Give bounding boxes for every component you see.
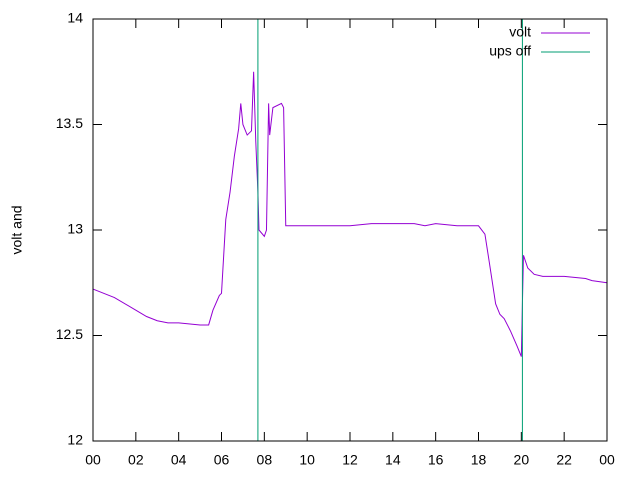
x-tick-label: 04 <box>171 452 187 468</box>
y-tick-label: 12.5 <box>56 326 83 342</box>
x-tick-label: 20 <box>514 452 530 468</box>
x-tick-label: 00 <box>599 452 615 468</box>
x-tick-label: 16 <box>428 452 444 468</box>
y-tick-label: 12 <box>67 432 83 448</box>
y-axis-label: volt and <box>9 205 25 254</box>
plot-border <box>92 18 608 442</box>
legend-label: ups off <box>489 43 531 59</box>
x-tick-label: 06 <box>214 452 230 468</box>
x-tick-label: 00 <box>85 452 101 468</box>
legend-label: volt <box>509 24 531 40</box>
y-tick-label: 13 <box>67 221 83 237</box>
x-tick-label: 02 <box>128 452 144 468</box>
x-tick-label: 10 <box>299 452 315 468</box>
series-line <box>92 71 608 357</box>
x-tick-label: 12 <box>342 452 358 468</box>
x-tick-label: 08 <box>257 452 273 468</box>
x-tick-label: 14 <box>385 452 401 468</box>
x-tick-label: 22 <box>556 452 572 468</box>
y-tick-label: 13.5 <box>56 115 83 131</box>
x-tick-label: 18 <box>471 452 487 468</box>
y-tick-label: 14 <box>67 10 83 26</box>
